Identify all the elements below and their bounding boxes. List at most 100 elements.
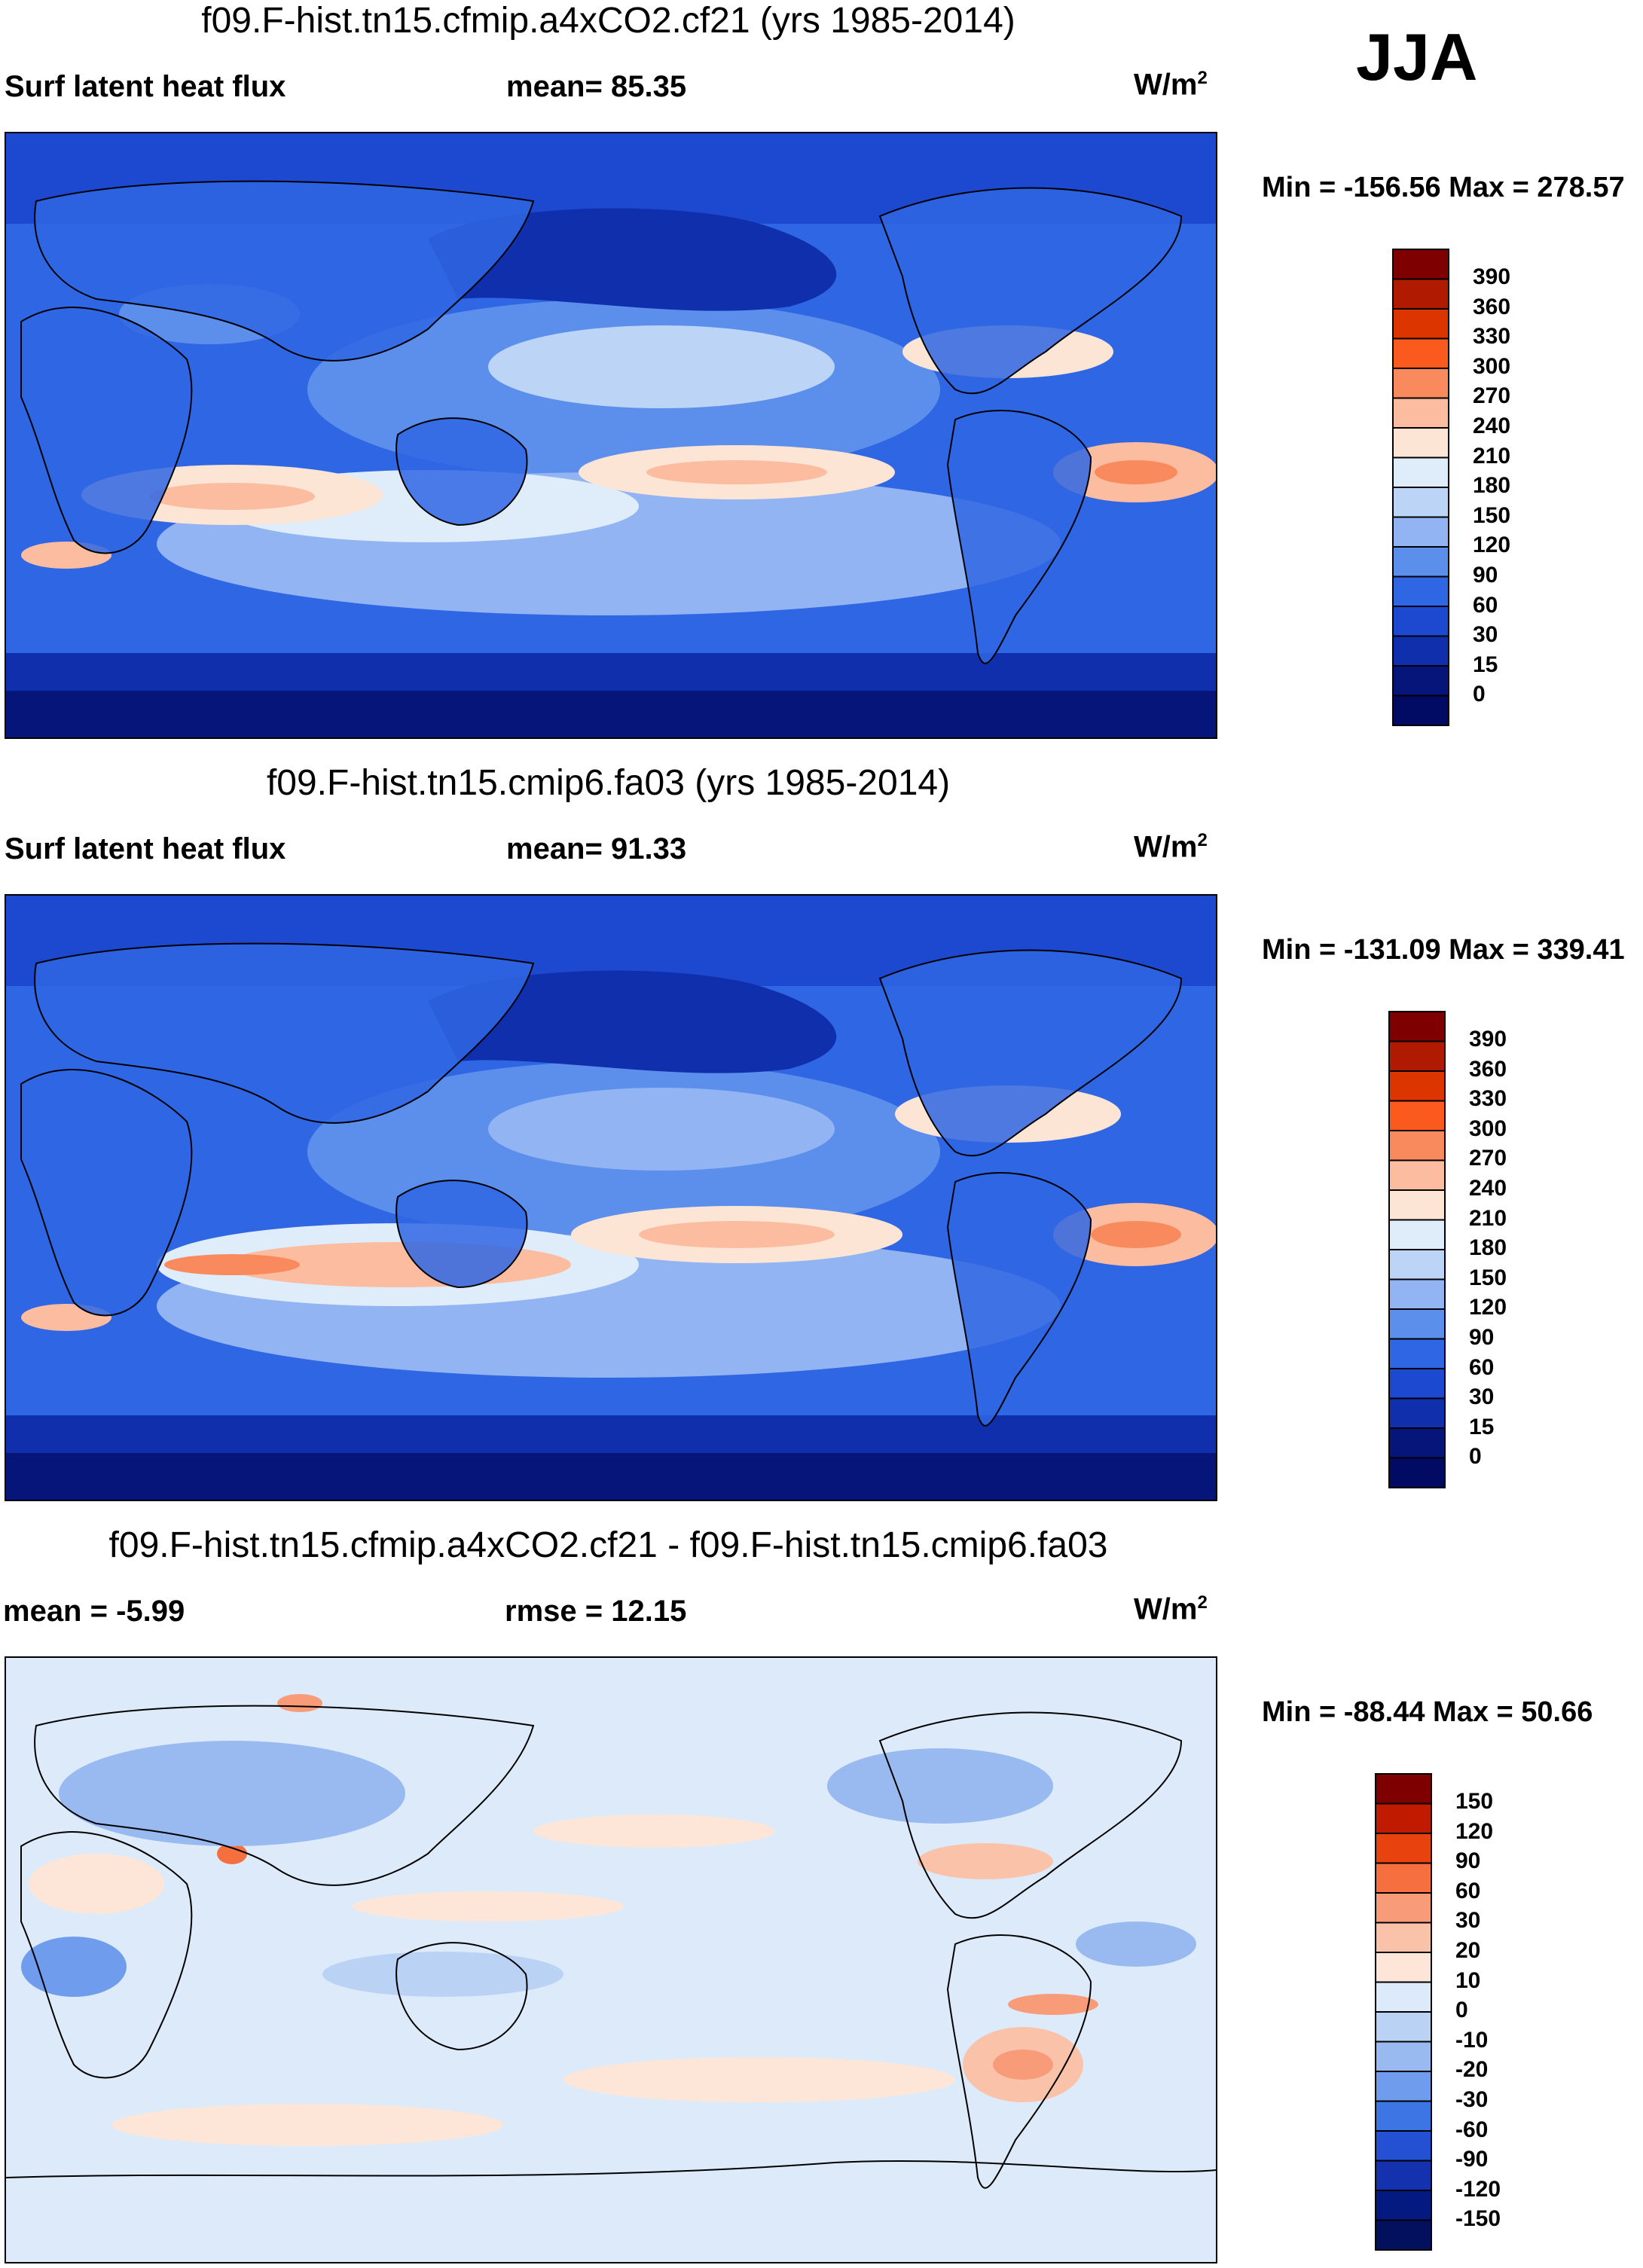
panel-2-colorbar-swatches	[1388, 1011, 1446, 1488]
colorbar-tick-label: 0	[1473, 682, 1486, 707]
colorbar-tick-label: 120	[1469, 1295, 1507, 1320]
colorbar-swatch	[1392, 308, 1449, 340]
colorbar-swatch	[1388, 1040, 1446, 1072]
panel-2-map	[5, 894, 1217, 1501]
colorbar-swatch	[1388, 1397, 1446, 1429]
panel-3-title: f09.F-hist.tn15.cfmip.a4xCO2.cf21 - f09.…	[108, 1525, 1108, 1565]
colorbar-swatch	[1392, 575, 1449, 607]
colorbar-tick-label: 60	[1473, 592, 1498, 618]
colorbar-tick-label: 300	[1473, 353, 1511, 379]
colorbar-tick-label: 240	[1469, 1176, 1507, 1201]
colorbar-swatch	[1375, 2130, 1432, 2162]
colorbar-swatch	[1375, 1862, 1432, 1894]
colorbar-swatch	[1388, 1100, 1446, 1131]
colorbar-swatch	[1392, 487, 1449, 518]
colorbar-tick-label: 390	[1473, 264, 1511, 289]
colorbar-swatch	[1388, 1189, 1446, 1221]
colorbar-swatch	[1388, 1130, 1446, 1161]
colorbar-tick-label: 210	[1469, 1205, 1507, 1231]
colorbar-tick-label: 30	[1455, 1908, 1481, 1934]
colorbar-swatch	[1392, 635, 1449, 667]
colorbar-swatch	[1375, 2190, 1432, 2221]
panel-1-title: f09.F-hist.tn15.cfmip.a4xCO2.cf21 (yrs 1…	[201, 1, 1015, 41]
panel-2-units: W/m2	[1134, 830, 1208, 864]
colorbar-swatch	[1392, 427, 1449, 459]
colorbar-tick-label: 15	[1473, 652, 1498, 677]
colorbar-tick-label: 270	[1469, 1146, 1507, 1171]
panel-1-minmax: Min = -156.56 Max = 278.57	[1262, 172, 1625, 203]
colorbar-tick-label: 360	[1473, 294, 1511, 319]
colorbar-swatch	[1392, 606, 1449, 637]
colorbar-swatch	[1388, 1338, 1446, 1369]
panel-1-colorbar-swatches	[1392, 249, 1449, 726]
colorbar-swatch	[1392, 456, 1449, 488]
colorbar-swatch	[1375, 1892, 1432, 1924]
panel-3-units: W/m2	[1134, 1592, 1208, 1626]
panel-3-colorbar-swatches	[1375, 1773, 1432, 2251]
colorbar-swatch	[1392, 249, 1449, 280]
colorbar-swatch	[1392, 665, 1449, 697]
colorbar-swatch	[1375, 2071, 1432, 2102]
colorbar-swatch	[1392, 337, 1449, 369]
colorbar-tick-label: 90	[1455, 1848, 1481, 1874]
colorbar-swatch	[1388, 1368, 1446, 1400]
colorbar-tick-label: 20	[1455, 1938, 1481, 1963]
colorbar-tick-label: -20	[1455, 2057, 1489, 2083]
colorbar-tick-label: -150	[1455, 2206, 1501, 2232]
colorbar-tick-label: 390	[1469, 1027, 1507, 1052]
colorbar-tick-label: 30	[1473, 622, 1498, 648]
colorbar-swatch	[1388, 1308, 1446, 1340]
panel-2-title: f09.F-hist.tn15.cmip6.fa03 (yrs 1985-201…	[266, 763, 951, 803]
panel-2-map-field	[6, 896, 1216, 1500]
colorbar-tick-label: -120	[1455, 2176, 1501, 2202]
colorbar-swatch	[1375, 1922, 1432, 1953]
colorbar-tick-label: 90	[1473, 563, 1498, 588]
colorbar-tick-label: 15	[1469, 1414, 1495, 1439]
colorbar-tick-label: 240	[1473, 414, 1511, 438]
colorbar-tick-label: 180	[1469, 1235, 1507, 1261]
colorbar-swatch	[1388, 1219, 1446, 1250]
panel-1-units: W/m2	[1134, 68, 1208, 102]
colorbar-swatch	[1392, 694, 1449, 726]
panel-3-map-field	[6, 1658, 1216, 2262]
colorbar-tick-label: -60	[1455, 2117, 1489, 2142]
colorbar-tick-label: 330	[1469, 1086, 1507, 1112]
colorbar-swatch	[1375, 1833, 1432, 1864]
panel-2-colorbar	[1388, 1011, 1446, 1492]
colorbar-tick-label: 90	[1469, 1325, 1495, 1350]
colorbar-swatch	[1392, 516, 1449, 548]
panel-3-map	[5, 1656, 1217, 2263]
colorbar-tick-label: 360	[1469, 1056, 1507, 1082]
panel-1-map	[5, 132, 1217, 739]
colorbar-swatch	[1388, 1278, 1446, 1310]
colorbar-swatch	[1388, 1457, 1446, 1488]
panel-2-mean-label: mean= 91.33	[506, 832, 687, 865]
colorbar-tick-label: 150	[1455, 1789, 1494, 1814]
panel-1-map-field	[6, 133, 1216, 737]
colorbar-swatch	[1375, 1773, 1432, 1805]
colorbar-swatch	[1375, 1981, 1432, 2013]
panel-3-colorbar	[1375, 1773, 1432, 2254]
colorbar-tick-label: 180	[1473, 473, 1511, 499]
colorbar-swatch	[1388, 1011, 1446, 1042]
panel-1-variable-label: Surf latent heat flux	[5, 70, 286, 103]
colorbar-swatch	[1375, 2041, 1432, 2072]
colorbar-tick-label: 150	[1469, 1265, 1507, 1290]
colorbar-swatch	[1375, 2160, 1432, 2191]
colorbar-tick-label: 210	[1473, 443, 1511, 469]
colorbar-swatch	[1375, 1952, 1432, 1983]
colorbar-swatch	[1392, 368, 1449, 399]
colorbar-tick-label: 150	[1473, 502, 1511, 528]
colorbar-tick-label: 120	[1455, 1818, 1494, 1844]
panel-1-colorbar	[1392, 249, 1449, 730]
colorbar-tick-label: 0	[1455, 1998, 1468, 2023]
colorbar-tick-label: 0	[1469, 1444, 1482, 1470]
colorbar-swatch	[1392, 546, 1449, 578]
colorbar-swatch	[1388, 1427, 1446, 1459]
colorbar-swatch	[1388, 1159, 1446, 1191]
colorbar-swatch	[1375, 2100, 1432, 2132]
colorbar-tick-label: 330	[1473, 324, 1511, 350]
colorbar-tick-label: 120	[1473, 533, 1511, 558]
colorbar-swatch	[1388, 1070, 1446, 1102]
colorbar-tick-label: -10	[1455, 2027, 1489, 2053]
